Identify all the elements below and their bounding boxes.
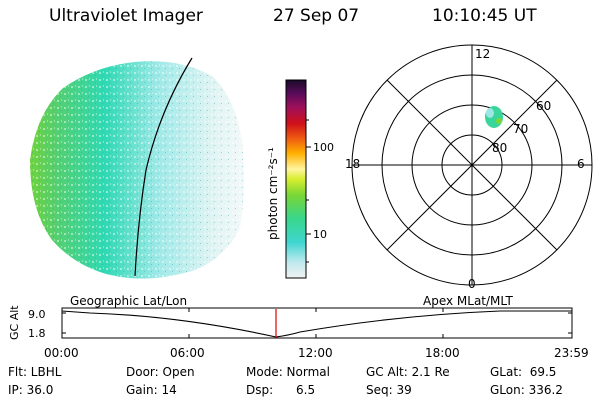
timeline-xtick-2359: 23:59 (554, 346, 589, 360)
earth-image (30, 61, 244, 279)
date-label: 27 Sep 07 (273, 6, 360, 26)
timeline-xtick-0000: 00:00 (44, 346, 79, 360)
status-seq: Seq: 39 (366, 383, 412, 397)
colorbar-ticks (306, 119, 311, 263)
status-door: Door: Open (126, 365, 195, 379)
instrument-title: Ultraviolet Imager (49, 6, 203, 26)
status-ip: IP: 36.0 (8, 383, 54, 397)
polar-aurora-blob (485, 106, 503, 128)
altitude-trace (61, 310, 572, 338)
timeline-left-caption: Geographic Lat/Lon (70, 294, 187, 308)
status-gc-alt: GC Alt: 2.1 Re (366, 365, 450, 379)
status-filter: Flt: LBHL (8, 365, 62, 379)
lat-label-70: 70 (513, 122, 528, 136)
timeline-frame (61, 307, 573, 339)
mlt-label-0: 0 (468, 277, 476, 291)
colorbar (285, 79, 307, 279)
timeline-right-caption: Apex MLat/MLT (423, 294, 513, 308)
mlt-label-12: 12 (475, 47, 490, 61)
polar-grid (351, 44, 593, 286)
timeline-ticks (62, 308, 572, 338)
status-glon: GLon: 336.2 (490, 383, 563, 397)
timeline-ytick-top: 9.0 (28, 308, 46, 321)
status-glat: GLat: 69.5 (490, 365, 557, 379)
terminator-line (134, 57, 193, 277)
time-label: 10:10:45 UT (432, 6, 537, 26)
colorbar-tick-10: 10 (313, 228, 327, 241)
status-mode: Mode: Normal (246, 365, 330, 379)
timeline-xtick-0600: 06:00 (170, 346, 205, 360)
timeline-xtick-1200: 12:00 (298, 346, 333, 360)
timeline-axis-label: GC Alt (8, 305, 21, 340)
timeline-ytick-bottom: 1.8 (28, 327, 46, 340)
colorbar-unit-label: photon cm⁻²s⁻¹ (266, 147, 280, 240)
status-gain: Gain: 14 (126, 383, 177, 397)
lat-label-60: 60 (536, 99, 551, 113)
colorbar-tick-100: 100 (313, 141, 334, 154)
status-dsp: Dsp: 6.5 (246, 383, 316, 397)
lat-label-80: 80 (492, 141, 507, 155)
mlt-label-18: 18 (345, 157, 360, 171)
mlt-label-6: 6 (577, 157, 585, 171)
timeline-xtick-1800: 18:00 (425, 346, 460, 360)
